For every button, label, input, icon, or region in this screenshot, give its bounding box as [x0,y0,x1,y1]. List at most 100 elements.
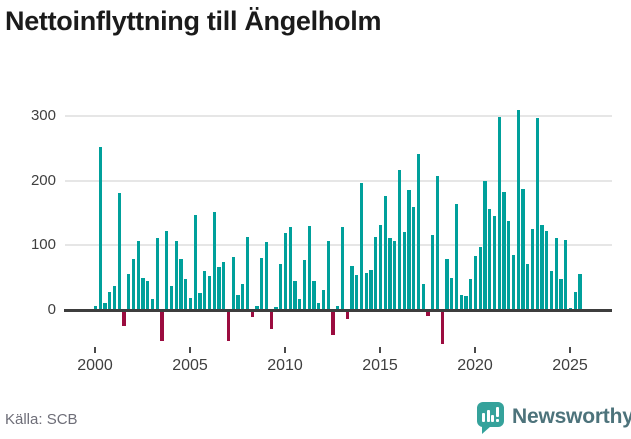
newsworthy-logo: Newsworthy [477,402,631,434]
bar-2004-Q3 [179,258,183,309]
x-axis-tick-label: 2010 [267,357,303,374]
speech-bubble-tail-icon [482,426,491,434]
x-axis-tick-label: 2025 [552,357,588,374]
y-axis-tick-label: 0 [47,301,56,318]
bar-2004-Q2 [174,241,178,309]
bar-2010-Q1 [283,233,288,309]
bar-2014-Q3 [369,270,373,309]
bar-2021-Q1 [492,216,497,309]
bar-2023-Q1 [530,228,535,309]
x-axis-tick [284,347,286,353]
bar-2001-Q1 [112,285,117,309]
bar-2021-Q2 [497,117,501,309]
bar-2015-Q3 [388,237,392,309]
bar-2009-Q4 [279,263,283,309]
bar-2012-Q4 [336,305,340,309]
bar-2004-Q1 [169,286,174,309]
bar-2009-Q1 [264,242,269,309]
bar-2007-Q4 [241,283,245,309]
bar-2014-Q1 [359,182,364,309]
bar-2013-Q1 [340,226,345,309]
bar-2003-Q1 [150,298,155,309]
y-axis-tick-label: 200 [30,171,56,189]
bar-2006-Q1 [207,276,212,309]
bar-2001-Q4 [127,274,131,309]
bar-2008-Q3 [255,306,259,309]
bar-2019-Q1 [454,204,459,309]
bar-2024-Q3 [559,279,563,309]
bar-2024-Q2 [554,237,558,309]
bar-2018-Q4 [450,277,454,309]
bar-2021-Q4 [507,221,511,309]
bar-2005-Q2 [193,214,197,309]
bar-2017-Q3 [426,312,430,316]
bar-2020-Q3 [483,180,487,309]
bar-2003-Q3 [160,312,164,342]
bar-2015-Q2 [383,195,387,309]
bar-2020-Q1 [473,255,478,309]
bar-2015-Q1 [378,224,383,309]
x-axis-tick [94,347,96,353]
bar-2006-Q4 [222,261,226,309]
x-axis-tick [189,347,191,353]
bar-2016-Q4 [412,207,416,309]
bar-2003-Q2 [155,237,159,309]
bar-2013-Q3 [350,266,354,309]
newsworthy-logo-icon [477,402,504,427]
bar-2004-Q4 [184,279,188,309]
bar-2000-Q4 [108,292,112,309]
bar-2003-Q4 [165,230,169,309]
bar-2000-Q1 [93,305,98,309]
bar-2014-Q2 [364,272,368,309]
bar-2011-Q2 [307,226,311,309]
bar-2020-Q2 [478,246,482,309]
bar-2017-Q1 [416,154,421,309]
bar-2020-Q4 [488,209,492,309]
bar-2022-Q2 [516,110,520,309]
bar-2023-Q2 [535,118,539,309]
bar-2010-Q2 [288,226,292,309]
bar-2017-Q2 [421,284,425,309]
bar-2024-Q4 [564,239,568,309]
gridline-y200 [65,179,612,182]
bar-2015-Q4 [393,241,397,309]
x-axis-tick-label: 2000 [77,357,113,374]
bar-2005-Q1 [188,298,193,309]
bar-2022-Q4 [526,263,530,309]
bar-2022-Q1 [511,255,516,309]
bar-2002-Q3 [141,277,145,309]
bar-2007-Q2 [231,257,235,309]
bar-2019-Q2 [459,295,463,309]
bar-2006-Q2 [212,211,216,309]
bar-2022-Q3 [521,189,525,309]
y-axis-tick-label: 300 [30,106,56,124]
bar-2002-Q1 [131,259,136,309]
bar-2009-Q2 [269,312,273,329]
bar-2012-Q2 [326,241,330,309]
bar-2012-Q1 [321,289,326,309]
bar-2023-Q4 [545,230,549,309]
bar-2005-Q4 [203,271,207,309]
bar-2016-Q3 [407,189,411,309]
x-axis-tick [569,347,571,353]
bar-2010-Q3 [293,280,297,309]
x-axis-tick-label: 2015 [362,357,398,374]
bar-2008-Q1 [245,237,250,309]
gridline-y100 [65,244,612,247]
bar-2019-Q4 [469,279,473,309]
newsworthy-wordmark: Newsworthy [512,405,631,428]
bar-2011-Q4 [317,303,321,309]
bar-2018-Q1 [435,176,440,309]
bar-2010-Q4 [298,299,302,309]
bar-2013-Q2 [345,312,349,320]
bar-2018-Q2 [440,312,444,345]
x-axis-tick [474,347,476,353]
bar-2008-Q2 [250,312,254,318]
bar-2012-Q3 [331,312,335,335]
bar-2011-Q1 [302,259,307,309]
y-axis-tick-label: 100 [30,236,56,254]
bar-2025-Q1 [568,307,573,309]
bar-2025-Q2 [573,292,577,309]
bar-2002-Q2 [136,241,140,309]
bar-2007-Q1 [226,312,231,342]
